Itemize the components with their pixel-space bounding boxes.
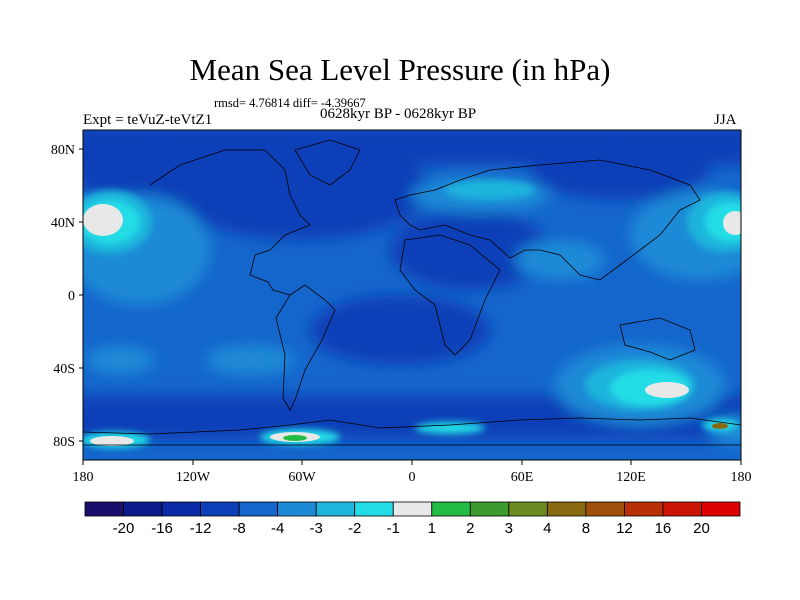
- lon-label-180e: 180: [731, 470, 752, 485]
- colorbar-swatch: [546, 501, 587, 517]
- pressure-field: [83, 130, 741, 460]
- experiment-label: Expt = teVuZ-teVtZ1: [83, 112, 213, 128]
- lon-axis: 180 120W 60W 0 60E 120E 180: [73, 460, 752, 485]
- colorbar-swatch: [238, 501, 279, 517]
- colorbar-label: 1: [428, 520, 436, 537]
- colorbar: -20 -16 -12 -8 -4 -3 -2 -1 1 2 3 4 8 12 16 20: [84, 501, 741, 537]
- colorbar-swatch: [431, 501, 471, 517]
- season-label: JJA: [714, 112, 737, 128]
- colorbar-label: 12: [616, 520, 633, 537]
- colorbar-label: -8: [232, 520, 245, 537]
- colorbar-swatch: [701, 501, 741, 517]
- lon-label-180w: 180: [73, 470, 94, 485]
- colorbar-label: -4: [271, 520, 284, 537]
- lat-label-40n: 40N: [51, 216, 75, 231]
- colorbar-label: -2: [348, 520, 361, 537]
- lat-label-80n: 80N: [51, 143, 75, 158]
- lon-label-60e: 60E: [511, 470, 534, 485]
- lon-label-120w: 120W: [176, 470, 211, 485]
- colorbar-swatch: [508, 501, 548, 517]
- coastlines: [83, 139, 741, 446]
- colorbar-swatch: [315, 501, 356, 517]
- lat-axis: 80N 40N 0 40S 80S: [51, 143, 83, 450]
- stats-text: rmsd= 4.76814 diff= -4.39667: [214, 96, 366, 110]
- colorbar-label: -1: [387, 520, 400, 537]
- colorbar-swatch: [123, 501, 163, 517]
- lon-label-0: 0: [409, 470, 416, 485]
- colorbar-swatch: [392, 501, 433, 517]
- map-title: Mean Sea Level Pressure (in hPa): [189, 52, 611, 87]
- colorbar-swatch: [277, 501, 317, 517]
- lon-label-60w: 60W: [288, 470, 316, 485]
- colorbar-label: 20: [693, 520, 710, 537]
- colorbar-label: -20: [113, 520, 135, 537]
- colorbar-label: 16: [655, 520, 672, 537]
- colorbar-swatch: [469, 501, 510, 517]
- colorbar-swatch: [354, 501, 394, 517]
- colorbar-label: 4: [543, 520, 551, 537]
- colorbar-swatch: [662, 501, 702, 517]
- colorbar-label: 8: [582, 520, 590, 537]
- colorbar-swatch: [161, 501, 201, 517]
- colorbar-swatch: [624, 501, 664, 517]
- colorbar-label: -12: [190, 520, 212, 537]
- colorbar-label: -16: [151, 520, 173, 537]
- lat-label-80s: 80S: [53, 435, 75, 450]
- colorbar-label: 3: [505, 520, 513, 537]
- colorbar-swatch: [200, 501, 240, 517]
- colorbar-label: -3: [310, 520, 323, 537]
- lat-label-40s: 40S: [53, 362, 75, 377]
- colorbar-swatch: [84, 501, 124, 517]
- colorbar-swatch: [585, 501, 625, 517]
- lon-label-120e: 120E: [616, 470, 646, 485]
- lat-label-0: 0: [68, 289, 75, 304]
- period-text: 0628kyr BP - 0628kyr BP: [320, 106, 477, 122]
- colorbar-label: 2: [466, 520, 474, 537]
